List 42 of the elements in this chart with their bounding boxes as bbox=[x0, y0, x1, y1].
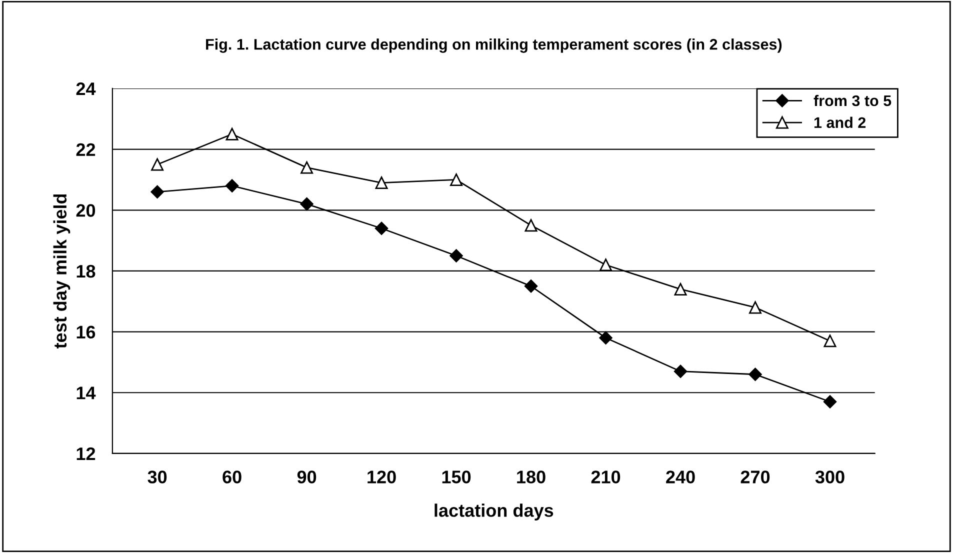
x-tick-label: 150 bbox=[442, 470, 471, 484]
point bbox=[748, 368, 762, 381]
point bbox=[600, 258, 612, 272]
legend-label: from 3 to 5 bbox=[814, 94, 892, 106]
legend-label: 1 and 2 bbox=[814, 116, 866, 128]
y-axis-title: test day milk yield bbox=[53, 194, 70, 349]
y-tick-label: 22 bbox=[76, 143, 96, 156]
point bbox=[674, 282, 687, 296]
point bbox=[375, 176, 388, 190]
point bbox=[226, 128, 238, 140]
point bbox=[524, 280, 538, 293]
point bbox=[374, 222, 388, 235]
y-tick-label: 16 bbox=[76, 326, 96, 339]
x-tick-label: 240 bbox=[666, 470, 695, 484]
x-tick-label: 60 bbox=[222, 470, 242, 484]
point bbox=[450, 173, 463, 186]
y-tick-label: 20 bbox=[76, 204, 96, 217]
y-tick-label: 14 bbox=[76, 386, 96, 400]
point bbox=[674, 364, 688, 378]
y-tick-label: 18 bbox=[76, 264, 96, 278]
point bbox=[823, 395, 837, 408]
x-tick-label: 270 bbox=[740, 470, 770, 484]
point bbox=[151, 158, 164, 171]
point bbox=[225, 179, 239, 192]
x-tick-label: 300 bbox=[815, 470, 844, 484]
point bbox=[599, 331, 612, 344]
x-tick-label: 210 bbox=[591, 470, 620, 484]
point bbox=[824, 334, 836, 348]
point bbox=[300, 197, 314, 211]
point bbox=[150, 185, 164, 198]
point bbox=[524, 219, 538, 232]
chart-title: Fig. 1. Lactation curve depending on milking temperament scores (in 2 classes) bbox=[206, 38, 782, 53]
point bbox=[450, 249, 463, 262]
point bbox=[749, 301, 762, 314]
y-tick-label: 12 bbox=[76, 447, 96, 460]
y-tick-label: 24 bbox=[76, 82, 96, 96]
x-tick-label: 90 bbox=[297, 470, 316, 484]
x-axis-title: lactation days bbox=[434, 504, 554, 520]
x-tick-label: 30 bbox=[148, 470, 167, 484]
x-tick-label: 180 bbox=[517, 470, 546, 484]
x-tick-label: 120 bbox=[368, 470, 396, 484]
point bbox=[300, 161, 314, 174]
